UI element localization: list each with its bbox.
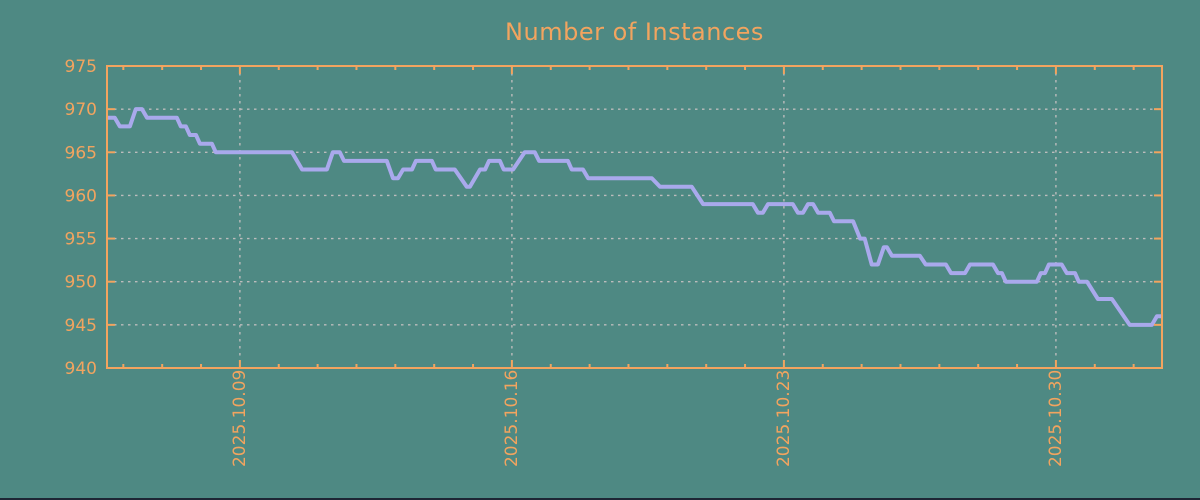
x-tick-label: 2025.10.16: [502, 370, 522, 467]
x-tick-label: 2025.10.23: [774, 370, 794, 467]
y-tick-label: 945: [65, 316, 97, 336]
x-tick-label: 2025.10.30: [1046, 370, 1066, 467]
y-tick-label: 960: [65, 186, 97, 206]
bottom-edge-bar: [0, 498, 1200, 500]
y-tick-label: 950: [65, 273, 97, 293]
y-tick-label: 955: [65, 230, 97, 250]
y-tick-label: 965: [65, 143, 97, 163]
y-tick-label: 940: [65, 359, 97, 379]
y-tick-label: 975: [65, 57, 97, 77]
chart-title: Number of Instances: [505, 18, 764, 46]
y-tick-label: 970: [65, 100, 97, 120]
plot-frame: [106, 65, 1163, 369]
x-tick-label: 2025.10.09: [230, 370, 250, 467]
instances-line-series: [107, 107, 1162, 327]
